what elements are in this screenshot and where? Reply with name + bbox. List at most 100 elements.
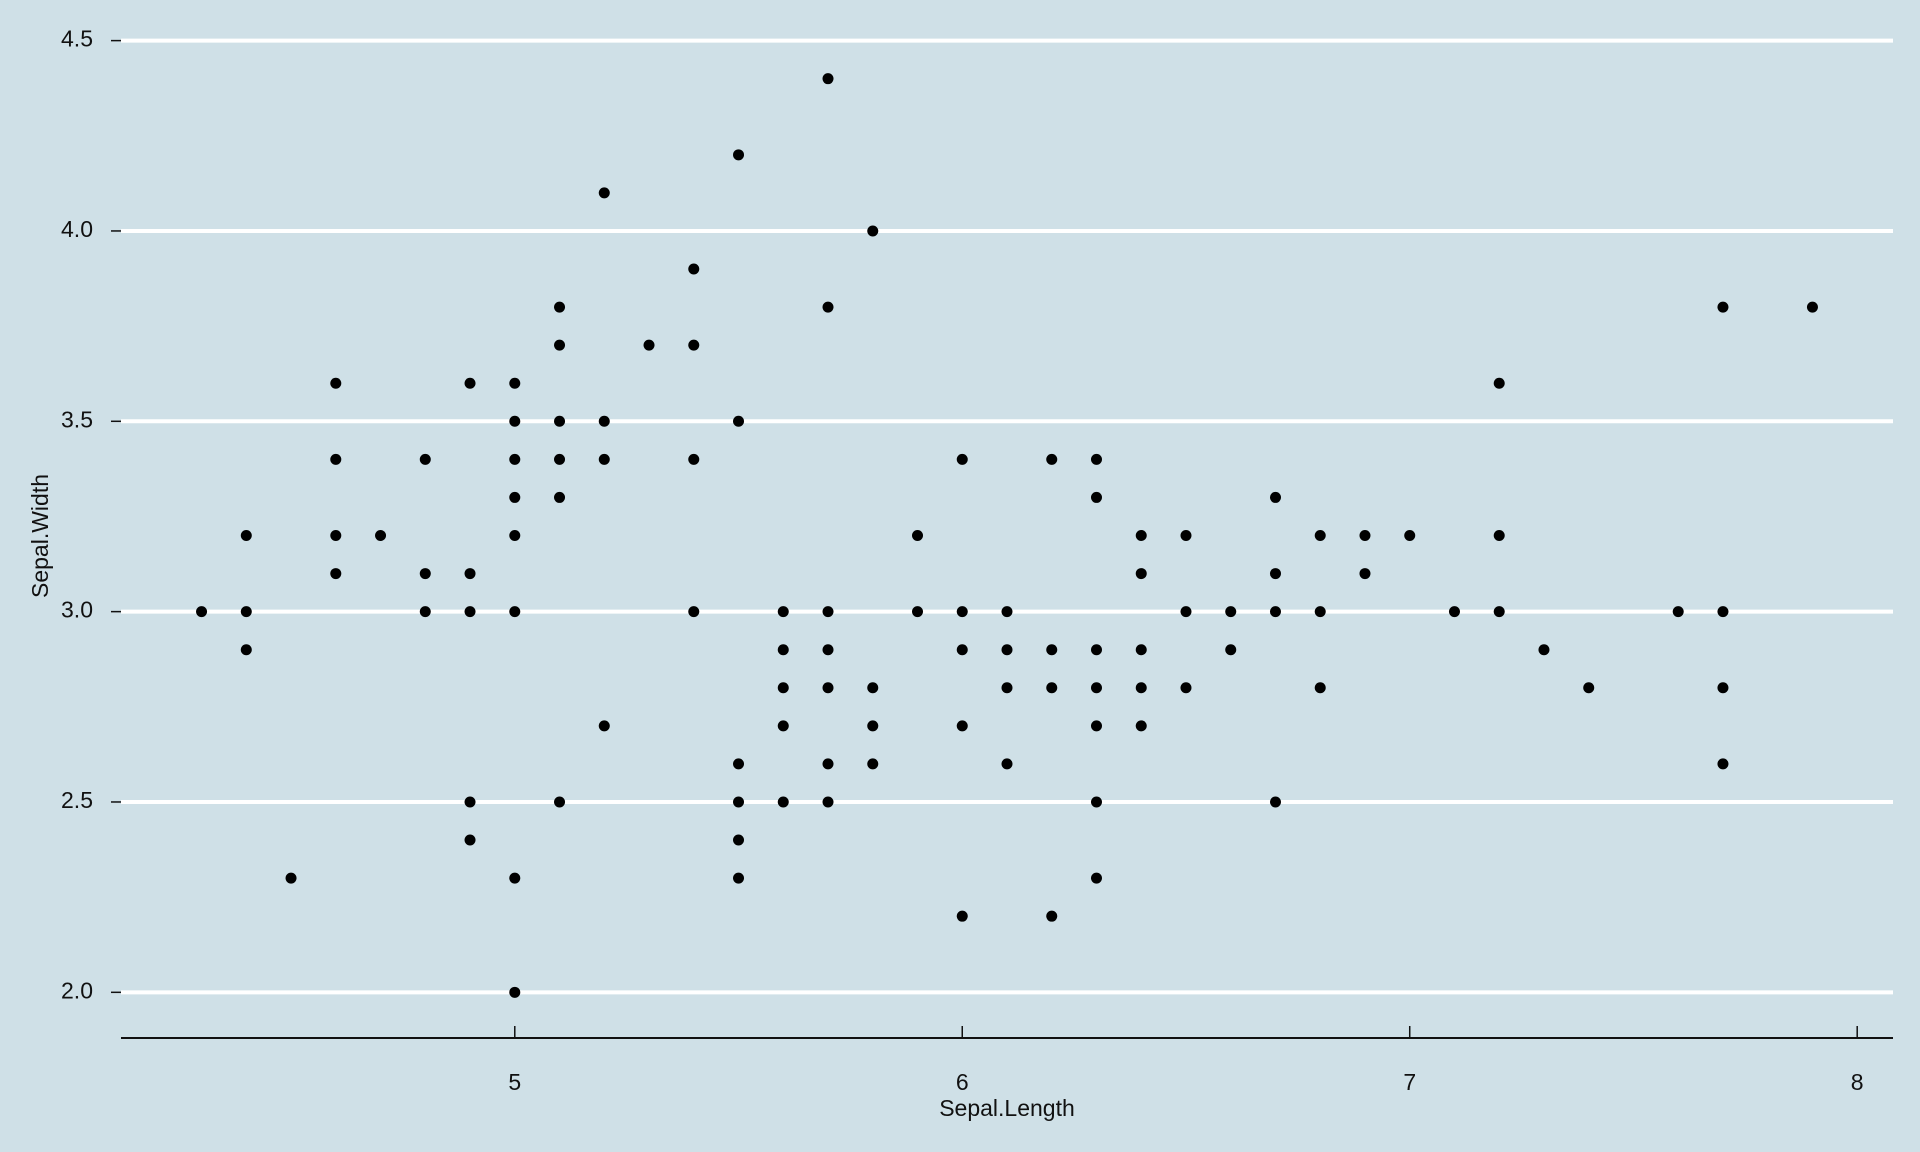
point <box>1493 377 1505 389</box>
point <box>240 530 252 541</box>
point <box>1717 301 1729 313</box>
point <box>1090 682 1102 694</box>
point <box>733 796 745 808</box>
point <box>509 606 521 618</box>
point <box>598 453 610 465</box>
point <box>1135 568 1147 580</box>
point <box>1090 453 1102 465</box>
point <box>419 568 431 580</box>
point <box>912 606 924 618</box>
y-tick-label: 4.0 <box>61 216 93 242</box>
point <box>1493 606 1505 618</box>
point <box>1180 682 1192 694</box>
point <box>1717 758 1729 770</box>
point <box>1225 644 1237 656</box>
point <box>867 758 879 770</box>
point <box>554 415 566 427</box>
point <box>1001 682 1013 694</box>
point <box>822 301 834 313</box>
point <box>240 606 252 618</box>
point <box>330 530 342 541</box>
point <box>733 149 745 161</box>
point <box>1135 644 1147 656</box>
x-tick-label: 5 <box>508 1069 521 1095</box>
point <box>330 453 342 465</box>
point <box>733 758 745 770</box>
point <box>822 796 834 808</box>
y-tick-label: 3.0 <box>61 597 93 623</box>
point <box>643 339 655 351</box>
point <box>1806 301 1818 313</box>
y-tick-label: 4.5 <box>61 26 93 52</box>
point <box>598 720 610 732</box>
point <box>867 682 879 694</box>
point <box>822 644 834 656</box>
point <box>464 568 476 580</box>
point <box>554 491 566 503</box>
point <box>330 568 342 580</box>
point <box>464 606 476 618</box>
point <box>956 644 968 656</box>
point <box>777 682 789 694</box>
point <box>1135 530 1147 541</box>
point <box>867 720 879 732</box>
point <box>867 225 879 237</box>
point <box>554 301 566 313</box>
point <box>733 415 745 427</box>
point <box>1001 758 1013 770</box>
point <box>1269 568 1281 580</box>
point <box>419 453 431 465</box>
point <box>509 872 521 884</box>
x-tick-label: 6 <box>956 1069 969 1095</box>
point <box>1359 530 1371 541</box>
point <box>509 530 521 541</box>
point <box>330 377 342 389</box>
y-tick-label: 2.0 <box>61 977 93 1003</box>
point <box>598 187 610 199</box>
x-tick-label: 7 <box>1403 1069 1416 1095</box>
point <box>777 644 789 656</box>
point <box>1135 720 1147 732</box>
point <box>956 453 968 465</box>
point <box>1583 682 1595 694</box>
point <box>554 453 566 465</box>
point <box>464 796 476 808</box>
point <box>1314 606 1326 618</box>
point <box>956 606 968 618</box>
point <box>509 453 521 465</box>
point <box>464 834 476 846</box>
point <box>1717 682 1729 694</box>
point <box>1090 796 1102 808</box>
point <box>1180 606 1192 618</box>
point <box>1314 530 1326 541</box>
point <box>1090 644 1102 656</box>
point <box>509 377 521 389</box>
point <box>1180 530 1192 541</box>
point <box>1225 606 1237 618</box>
point <box>688 606 700 618</box>
point <box>554 339 566 351</box>
point <box>509 491 521 503</box>
y-tick-label: 3.5 <box>61 406 93 432</box>
point <box>1359 568 1371 580</box>
point <box>1135 682 1147 694</box>
point <box>285 872 297 884</box>
point <box>688 263 700 275</box>
point <box>1269 796 1281 808</box>
point <box>1717 606 1729 618</box>
point <box>822 606 834 618</box>
point <box>419 606 431 618</box>
y-tick-label: 2.5 <box>61 787 93 813</box>
point <box>1448 606 1460 618</box>
point <box>1090 720 1102 732</box>
point <box>912 530 924 541</box>
point <box>822 758 834 770</box>
point <box>1001 606 1013 618</box>
x-tick-label: 8 <box>1851 1069 1864 1095</box>
point <box>1538 644 1550 656</box>
point <box>1090 491 1102 503</box>
point <box>196 606 208 618</box>
point <box>1046 453 1058 465</box>
point <box>1090 872 1102 884</box>
